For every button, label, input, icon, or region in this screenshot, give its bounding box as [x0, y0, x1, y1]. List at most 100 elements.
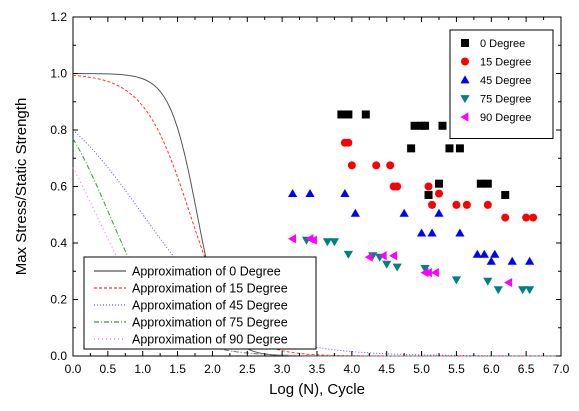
series-4 — [288, 234, 513, 288]
axes: 0.0 0.5 1.0 1.5 2.0 2.5 3.0 3.5 4.0 4.5 5.0 5.5 6.0 6… — [50, 10, 569, 376]
data-point — [435, 179, 443, 188]
y-tick-label: 1.0 — [50, 67, 67, 81]
data-point — [529, 213, 538, 222]
data-point — [430, 268, 439, 278]
series-2 — [288, 188, 535, 265]
data-point — [361, 110, 370, 119]
data-point — [452, 200, 461, 209]
x-tick-label: 4.0 — [344, 362, 361, 376]
data-point — [337, 110, 346, 119]
data-point — [421, 121, 430, 130]
legend-lines-box — [83, 256, 317, 350]
x-axis-label: Log (N), Cycle — [269, 381, 365, 398]
data-point — [486, 256, 496, 265]
x-tick-label: 1.0 — [134, 362, 151, 376]
x-tick-label: 6.0 — [483, 362, 500, 376]
data-point — [416, 228, 427, 237]
x-tick-label: 2.5 — [239, 362, 256, 376]
data-point — [455, 228, 465, 237]
data-point — [340, 188, 350, 197]
data-point — [435, 189, 443, 198]
data-point — [329, 238, 340, 247]
y-tick-label: 0.4 — [50, 236, 67, 250]
legend-line-label: Approximation of 45 Degree — [132, 299, 288, 313]
data-point — [483, 200, 492, 209]
legend-line-label: Approximation of 0 Degree — [132, 265, 281, 279]
y-tick-label: 0.2 — [50, 293, 67, 307]
approximation-line-2 — [72, 129, 562, 357]
data-point — [347, 161, 356, 170]
data-point — [479, 249, 489, 258]
x-tick-label: 5.0 — [413, 362, 430, 376]
data-point — [438, 121, 447, 130]
legend-label: 75 Degree — [480, 94, 531, 106]
data-point — [424, 190, 433, 199]
legend-line-label: Approximation of 15 Degree — [132, 282, 288, 296]
x-tick-label: 2.0 — [204, 362, 221, 376]
x-tick-label: 3.5 — [309, 362, 326, 376]
data-point — [378, 251, 387, 261]
legend-line-label: Approximation of 90 Degree — [132, 333, 288, 347]
data-point — [399, 208, 409, 217]
legend-label: 15 Degree — [480, 57, 531, 69]
x-tick-label: 4.5 — [378, 362, 395, 376]
data-point — [483, 179, 492, 188]
x-tick-label: 1.5 — [169, 362, 186, 376]
x-tick-label: 0.0 — [65, 362, 82, 376]
data-point — [407, 144, 416, 153]
data-point — [427, 228, 437, 237]
y-tick-label: 0.0 — [50, 349, 67, 363]
legend-lines: Approximation of 0 Degree Approximation o… — [83, 256, 317, 350]
legend-marker — [461, 39, 469, 47]
legend-label: 90 Degree — [480, 112, 531, 124]
data-point — [364, 252, 373, 262]
legend-marker — [460, 75, 470, 84]
data-point — [525, 256, 535, 265]
x-tick-label: 7.0 — [553, 362, 570, 376]
data-point — [393, 182, 402, 191]
data-point — [392, 263, 402, 272]
data-point — [372, 161, 381, 170]
series-1 — [340, 138, 538, 222]
data-point — [518, 286, 528, 295]
data-point — [389, 251, 398, 261]
y-tick-label: 1.2 — [50, 10, 67, 24]
y-tick-label: 0.6 — [50, 180, 67, 194]
data-point — [483, 277, 493, 286]
legend-marker — [460, 112, 469, 122]
data-point — [386, 161, 395, 170]
x-tick-label: 0.5 — [100, 362, 117, 376]
x-tick-label: 6.5 — [518, 362, 535, 376]
data-point — [501, 213, 510, 222]
data-point — [322, 238, 333, 247]
legend-marker — [460, 95, 470, 104]
series-3 — [301, 236, 535, 295]
data-point — [490, 249, 500, 258]
data-point — [288, 234, 296, 244]
data-point — [423, 268, 432, 278]
data-point — [504, 277, 513, 288]
data-point — [445, 144, 454, 153]
data-point — [428, 200, 437, 209]
data-point — [507, 256, 517, 265]
data-point — [501, 190, 510, 199]
data-point — [305, 188, 315, 197]
legend-label: 0 Degree — [480, 38, 525, 50]
y-axis-label: Max Stress/Static Strength — [13, 98, 30, 276]
data-point — [525, 286, 535, 295]
data-point — [455, 144, 464, 153]
data-markers — [288, 110, 538, 295]
data-point — [451, 276, 462, 285]
legend-line-label: Approximation of 75 Degree — [132, 316, 288, 330]
data-point — [420, 265, 430, 274]
legend-label: 45 Degree — [480, 75, 531, 87]
x-tick-label: 3.0 — [274, 362, 291, 376]
data-point — [462, 200, 471, 209]
series-0 — [337, 110, 510, 199]
legend-scatter: 0 Degree 15 Degree 45 Degree 75 Degree 90 De… — [449, 29, 554, 139]
data-point — [522, 213, 531, 222]
data-point — [424, 182, 433, 191]
data-point — [288, 188, 298, 197]
data-point — [308, 235, 317, 245]
